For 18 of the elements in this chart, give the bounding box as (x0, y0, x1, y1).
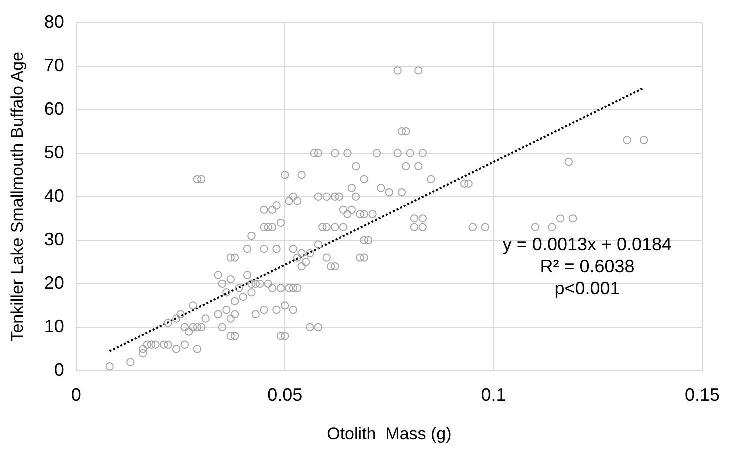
y-tick-label: 40 (44, 186, 64, 206)
x-tick-label: 0.05 (268, 384, 303, 405)
y-tick-label: 80 (44, 12, 64, 32)
y-axis-title: Tenkiller Lake Smallmouth Buffalo Age (8, 52, 27, 342)
y-tick-label: 60 (44, 98, 64, 119)
y-tick-label: 50 (44, 142, 64, 162)
x-tick-label: 0.1 (481, 384, 506, 405)
x-tick-label: 0 (71, 384, 82, 405)
y-tick-label: 0 (54, 360, 64, 380)
annotation: R² = 0.6038 (540, 256, 635, 277)
annotation: y = 0.0013x + 0.0184 (502, 234, 672, 255)
x-axis-title: Otolith Mass (g) (327, 424, 452, 444)
y-tick-label: 70 (44, 55, 64, 76)
y-tick-label: 20 (44, 272, 64, 293)
x-tick-label: 0.15 (684, 384, 720, 405)
y-tick-label: 30 (44, 229, 64, 250)
annotation: p<0.001 (554, 278, 620, 299)
y-tick-label: 10 (44, 316, 64, 336)
